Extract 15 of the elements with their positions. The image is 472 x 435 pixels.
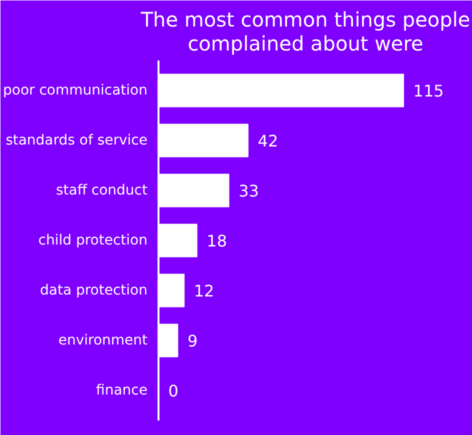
y-tick-label: finance bbox=[96, 382, 148, 398]
y-tick-label: poor communication bbox=[3, 82, 148, 98]
data-label: 33 bbox=[238, 182, 259, 200]
data-label: 42 bbox=[258, 132, 278, 150]
chart-title: The most common things people complained about were bbox=[140, 8, 470, 56]
data-label: 12 bbox=[194, 282, 214, 300]
data-label: 0 bbox=[168, 382, 178, 400]
data-label: 115 bbox=[413, 82, 444, 100]
y-tick-label: staff conduct bbox=[56, 182, 148, 198]
y-tick-label: child protection bbox=[38, 232, 148, 248]
y-tick-label: data protection bbox=[40, 282, 148, 298]
data-label: 9 bbox=[187, 332, 198, 350]
y-tick-label: environment bbox=[58, 332, 148, 348]
y-tick-label: standards of service bbox=[6, 132, 148, 148]
data-label: 18 bbox=[206, 232, 228, 250]
